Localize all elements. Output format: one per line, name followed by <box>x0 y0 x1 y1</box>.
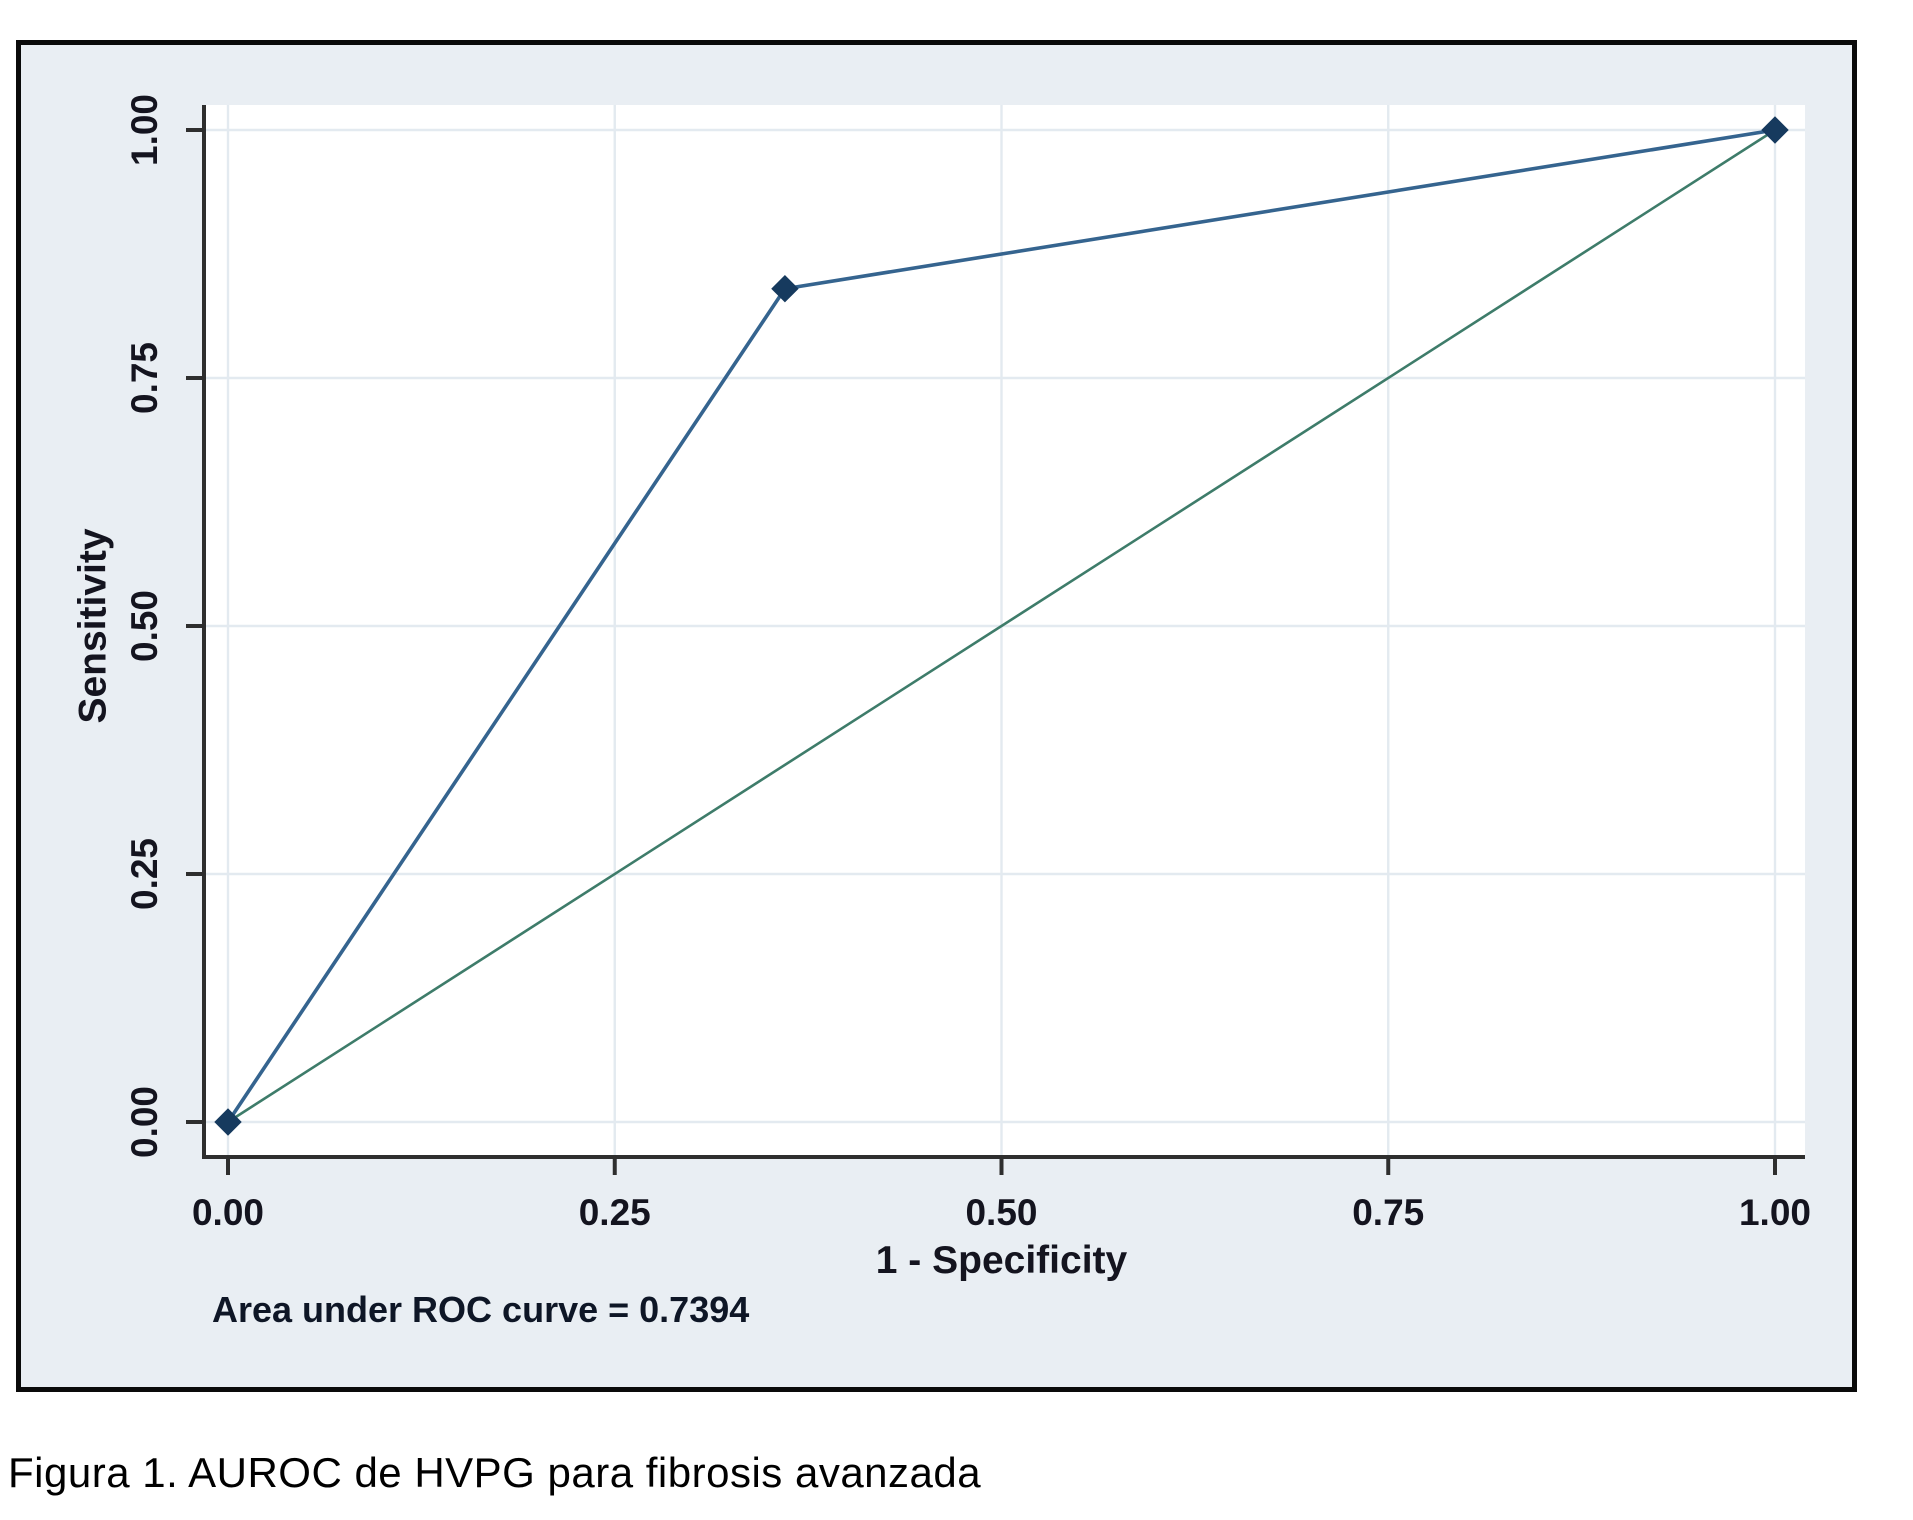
y-axis-title: Sensitivity <box>71 528 114 723</box>
x-axis-title: 1 - Specificity <box>876 1239 1128 1282</box>
x-tick-label: 0.25 <box>579 1192 651 1233</box>
y-tick-label: 0.00 <box>124 1086 165 1158</box>
figure-caption: Figura 1. AUROC de HVPG para fibrosis av… <box>8 1449 982 1496</box>
y-tick-label: 0.25 <box>124 838 165 910</box>
y-tick-label: 0.75 <box>124 342 165 414</box>
y-tick-label: 0.50 <box>124 590 165 662</box>
x-tick-label: 0.75 <box>1352 1192 1424 1233</box>
x-tick-label: 1.00 <box>1739 1192 1811 1233</box>
y-tick-label: 1.00 <box>124 94 165 166</box>
reference-line <box>226 128 1777 1124</box>
roc-figure-box: 0.00 0.25 0.50 0.75 1.00 0.00 0.25 0.50 0.75 1.00… <box>16 40 1857 1392</box>
roc-data-point-marker <box>771 275 799 303</box>
x-tick-label: 0.00 <box>192 1192 264 1233</box>
roc-data-point-marker <box>214 1108 242 1136</box>
x-tick-label: 0.50 <box>965 1192 1037 1233</box>
plot-area <box>204 105 1805 1157</box>
roc-chart: 0.00 0.25 0.50 0.75 1.00 0.00 0.25 0.50 0.75 1.00… <box>71 94 1811 1330</box>
auc-annotation: Area under ROC curve = 0.7394 <box>212 1289 749 1330</box>
roc-data-point-marker <box>1761 116 1789 144</box>
